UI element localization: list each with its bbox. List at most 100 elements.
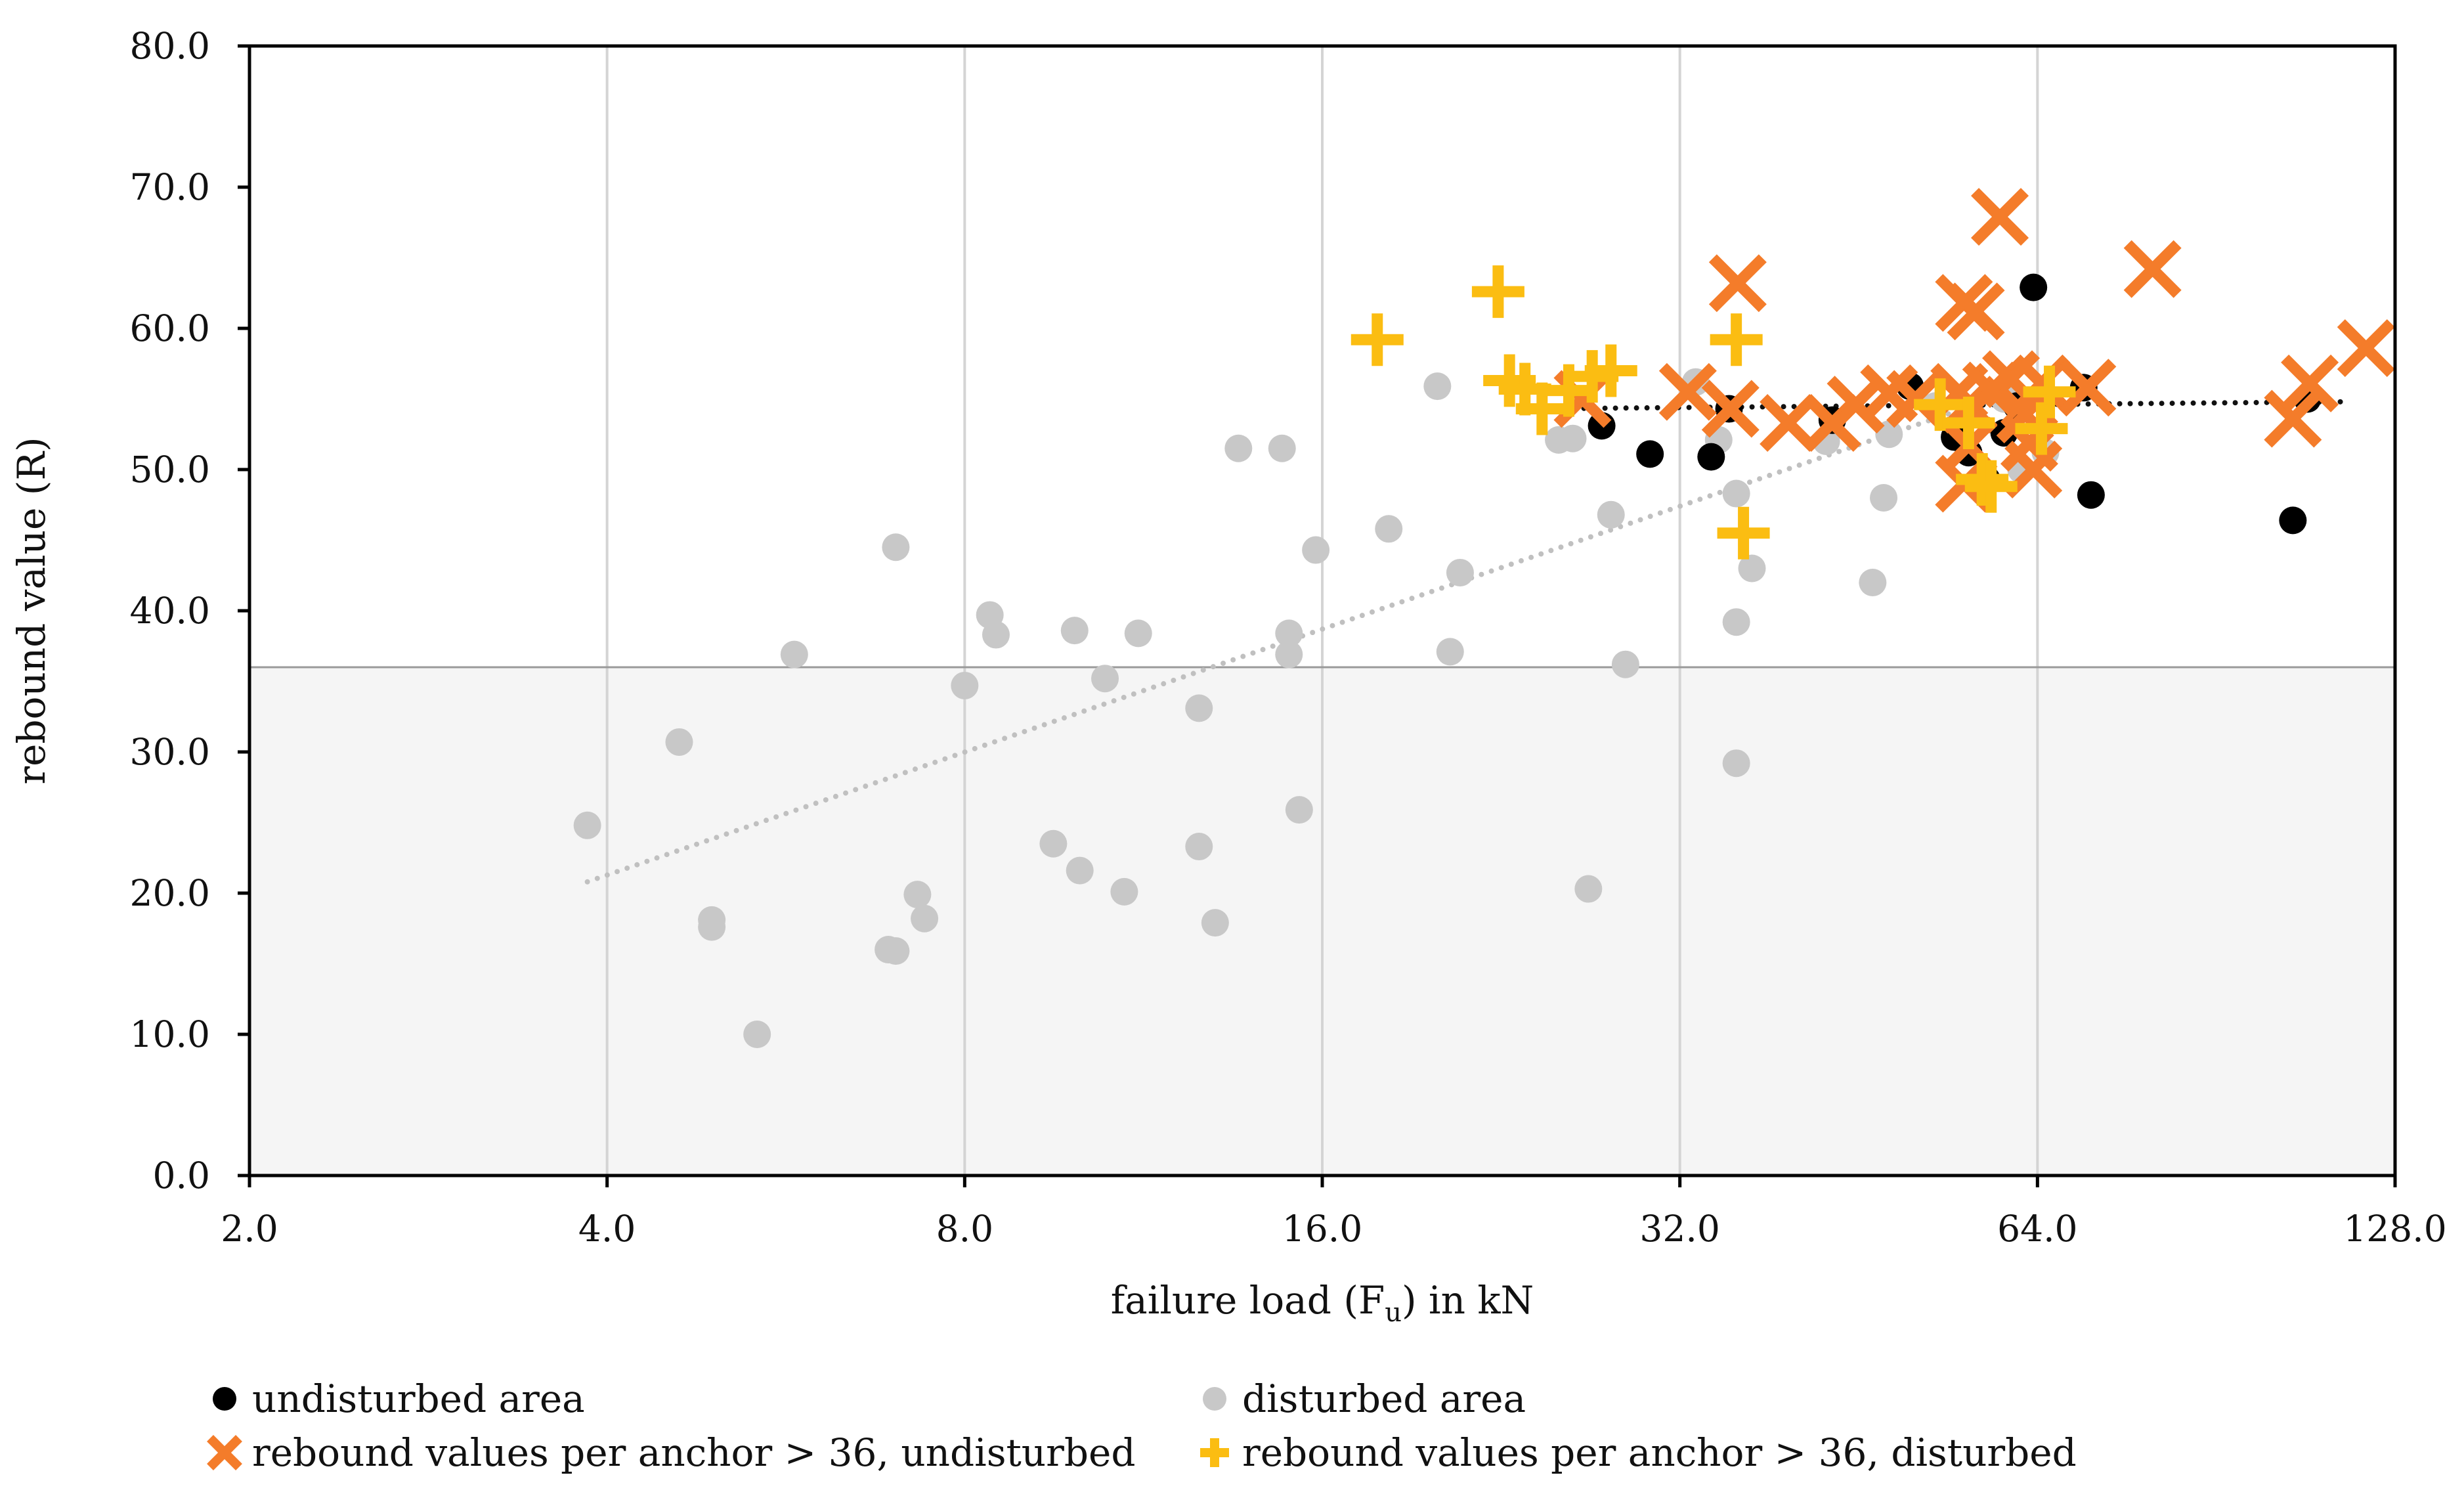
undisturbed-anchor-cross	[2264, 389, 2322, 448]
disturbed-point	[698, 913, 726, 941]
undisturbed-anchor-cross	[1826, 376, 1885, 434]
disturbed-point	[951, 671, 979, 699]
y-tick-label: 50.0	[130, 449, 210, 491]
data-points	[573, 188, 2395, 1048]
y-tick-label: 60.0	[130, 307, 210, 349]
legend-label: rebound values per anchor > 36, disturbe…	[1242, 1430, 2077, 1475]
disturbed-point	[743, 1021, 771, 1048]
disturbed-point	[1722, 749, 1750, 778]
disturbed-point	[982, 621, 1010, 649]
disturbed-point	[780, 640, 808, 669]
disturbed-point	[1597, 500, 1625, 529]
disturbed-point	[911, 904, 939, 933]
legend: undisturbed area disturbed area rebound va…	[207, 1376, 2077, 1475]
disturbed-point	[1060, 617, 1089, 645]
disturbed-anchor-plus	[1710, 313, 1763, 366]
x-tick-label: 4.0	[578, 1208, 636, 1250]
x-axis-title-tail: ) in kN	[1402, 1278, 1534, 1323]
disturbed-point	[1722, 608, 1750, 636]
legend-item: rebound values per anchor > 36, undistur…	[207, 1430, 1135, 1475]
undisturbed-anchor-cross	[2337, 319, 2395, 378]
disturbed-point	[903, 881, 932, 909]
disturbed-anchor-plus	[1717, 506, 1770, 560]
undisturbed-anchor-cross	[1971, 188, 2029, 246]
series-undisturbed-anchor-cross	[1553, 188, 2395, 513]
y-tick-label: 0.0	[153, 1155, 210, 1197]
x-axis-title-subscript: u	[1385, 1298, 1402, 1328]
legend-label: rebound values per anchor > 36, undistur…	[252, 1430, 1135, 1475]
undisturbed-anchor-cross	[1886, 370, 1945, 428]
y-tick-label: 70.0	[130, 166, 210, 208]
trendline	[584, 392, 2007, 885]
disturbed-point	[1738, 554, 1766, 583]
legend-item: disturbed area	[1203, 1376, 1526, 1421]
y-axis-title: rebound value (R)	[9, 437, 54, 784]
disturbed-point	[1574, 875, 1603, 903]
disturbed-anchor-plus	[1351, 313, 1404, 366]
disturbed-point	[1201, 909, 1229, 937]
disturbed-point	[1859, 569, 1887, 596]
disturbed-anchor-plus	[1584, 344, 1637, 397]
disturbed-point	[1039, 829, 1068, 858]
x-tick-label: 2.0	[221, 1208, 278, 1250]
y-tick-label: 40.0	[130, 590, 210, 632]
legend-marker-circle	[1203, 1387, 1226, 1411]
disturbed-point	[882, 533, 910, 561]
disturbed-point	[1066, 856, 1094, 885]
disturbed-point	[1285, 796, 1313, 824]
x-tick-label: 128.0	[2343, 1208, 2446, 1250]
legend-label: undisturbed area	[252, 1376, 585, 1421]
legend-marker-plus	[1200, 1438, 1229, 1467]
disturbed-point	[1611, 650, 1639, 678]
series-disturbed-anchor-plus	[1351, 265, 2076, 560]
y-tick-label: 20.0	[130, 872, 210, 914]
x-tick-label: 8.0	[936, 1208, 993, 1250]
undisturbed-point	[2279, 506, 2307, 535]
disturbed-anchor-plus	[2023, 365, 2076, 418]
disturbed-point	[573, 811, 601, 839]
undisturbed-anchor-cross	[2058, 359, 2117, 417]
x-axis-title-main: failure load (F	[1111, 1278, 1385, 1323]
disturbed-point	[1423, 372, 1452, 401]
undisturbed-point	[1636, 440, 1664, 468]
undisturbed-anchor-cross	[1947, 282, 2005, 341]
disturbed-anchor-plus	[1914, 378, 1967, 431]
disturbed-point	[1091, 665, 1119, 693]
disturbed-point	[1446, 558, 1474, 586]
disturbed-anchor-plus	[1515, 382, 1568, 435]
disturbed-anchor-plus	[1471, 265, 1524, 319]
disturbed-anchor-plus	[1956, 453, 2009, 506]
disturbed-point	[882, 937, 910, 965]
disturbed-point	[1275, 619, 1303, 648]
undisturbed-anchor-cross	[1708, 254, 1767, 313]
disturbed-point	[665, 728, 693, 756]
disturbed-point	[1268, 434, 1296, 462]
disturbed-point	[1559, 424, 1587, 452]
legend-marker-circle	[213, 1387, 236, 1411]
undisturbed-anchor-cross	[1658, 363, 1717, 421]
legend-marker-cross	[207, 1435, 242, 1470]
disturbed-point	[1302, 536, 1330, 564]
disturbed-point	[1375, 515, 1403, 543]
disturbed-point	[1110, 877, 1138, 906]
vertical-gridlines	[605, 46, 2039, 1176]
undisturbed-anchor-cross	[2123, 240, 2182, 298]
x-tick-label: 64.0	[1997, 1208, 2077, 1250]
disturbed-point	[1436, 638, 1464, 666]
disturbed-point	[1275, 640, 1303, 669]
disturbed-point	[1870, 484, 1898, 512]
y-tick-label: 10.0	[130, 1013, 210, 1055]
disturbed-point	[1185, 833, 1213, 861]
disturbed-point	[1224, 434, 1253, 462]
disturbed-anchor-plus	[1942, 397, 1995, 450]
legend-label: disturbed area	[1242, 1376, 1526, 1421]
y-tick-label: 80.0	[130, 25, 210, 67]
disturbed-point	[1185, 694, 1213, 722]
undisturbed-anchor-cross	[2012, 354, 2071, 412]
undisturbed-point	[2077, 481, 2105, 509]
disturbed-point	[1124, 619, 1152, 648]
undisturbed-point	[1697, 443, 1725, 471]
x-axis-title: failure load (Fu) in kN	[1111, 1278, 1534, 1328]
